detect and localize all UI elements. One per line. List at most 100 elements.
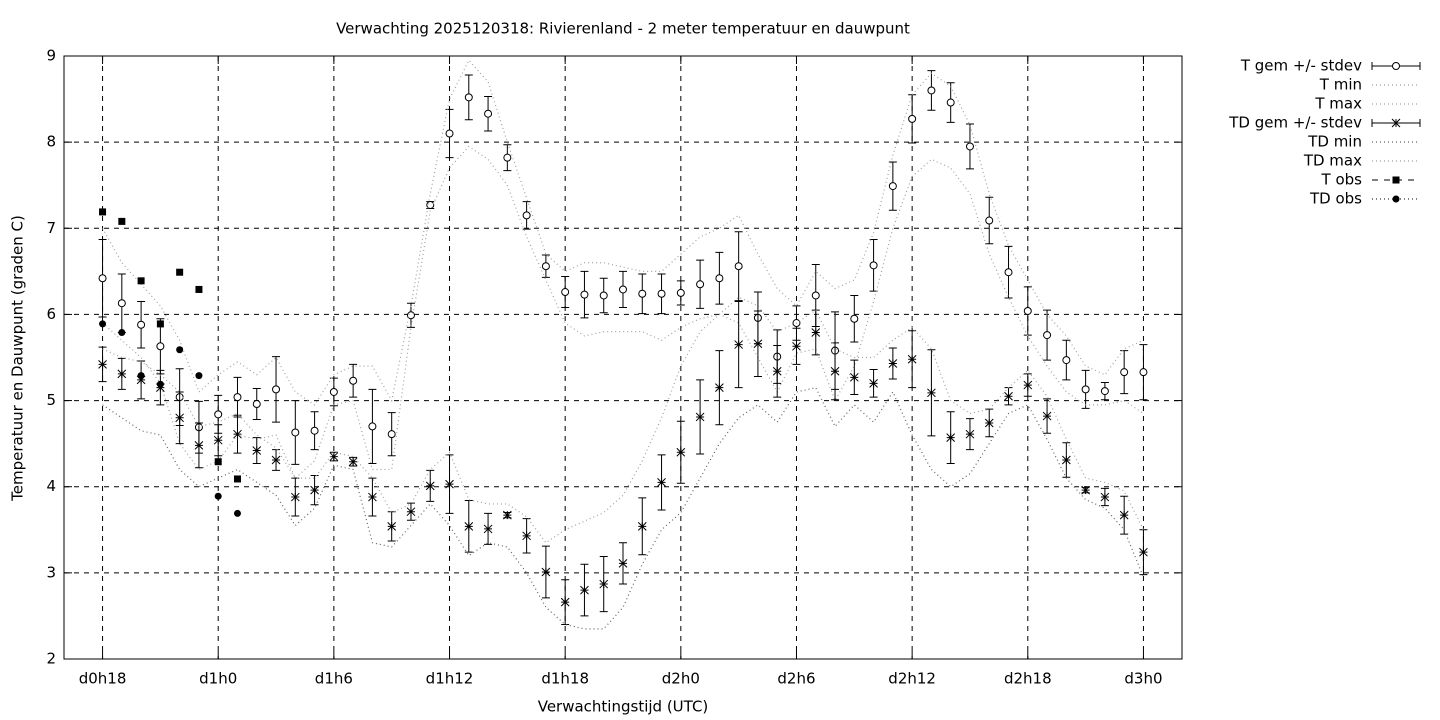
marker — [464, 521, 474, 531]
x-tick-label: d2h0 — [662, 670, 700, 688]
legend-cap — [1371, 62, 1421, 70]
marker — [329, 387, 338, 396]
marker — [176, 346, 184, 354]
marker — [907, 354, 917, 364]
marker — [849, 372, 859, 382]
x-tick-label: d2h6 — [777, 670, 815, 688]
legend-marker — [1392, 62, 1400, 70]
x-axis-label: Verwachtingstijd (UTC) — [538, 698, 709, 716]
marker — [310, 485, 319, 495]
marker — [618, 559, 628, 568]
marker — [233, 429, 242, 439]
marker — [425, 481, 435, 491]
marker — [406, 507, 416, 517]
y-axis-label: Temperatuur en Dauwpunt (graden C) — [9, 215, 27, 502]
marker — [117, 369, 127, 379]
y-tick-label: 4 — [46, 477, 56, 495]
marker — [850, 314, 859, 323]
marker — [118, 329, 126, 337]
marker — [1023, 306, 1032, 315]
x-tick-label: d1h12 — [426, 670, 474, 688]
marker — [98, 360, 107, 369]
marker — [580, 290, 589, 299]
marker — [290, 492, 300, 502]
marker — [1100, 492, 1110, 502]
marker — [484, 109, 493, 118]
marker — [1081, 485, 1090, 495]
marker — [792, 341, 801, 351]
marker — [233, 393, 242, 402]
marker — [715, 274, 724, 283]
marker — [734, 340, 744, 349]
marker — [1061, 455, 1071, 465]
x-tick-label: d0h18 — [79, 670, 127, 688]
plot-frame — [63, 55, 1183, 660]
marker — [387, 430, 396, 439]
marker — [368, 422, 377, 431]
marker — [271, 455, 281, 465]
legend-label: T max — [1314, 95, 1362, 113]
marker — [195, 372, 203, 380]
marker — [927, 388, 936, 398]
legend-marker — [1392, 176, 1400, 184]
x-tick-label: d1h0 — [199, 670, 237, 688]
marker — [830, 366, 840, 376]
legend-label: TD obs — [1309, 190, 1362, 208]
line — [102, 145, 1144, 480]
marker — [619, 285, 627, 294]
marker — [233, 475, 241, 483]
legend-marker — [1391, 118, 1401, 128]
marker — [99, 208, 107, 216]
marker — [1081, 385, 1090, 394]
marker — [272, 385, 281, 394]
marker — [638, 289, 647, 298]
marker — [965, 429, 975, 439]
marker — [599, 291, 608, 300]
marker — [580, 585, 589, 595]
x-tick-label: d1h6 — [315, 670, 353, 688]
marker — [811, 291, 820, 300]
marker — [137, 277, 145, 285]
marker — [387, 521, 397, 531]
x-tick-label: d1h18 — [541, 670, 589, 688]
marker — [310, 426, 319, 435]
marker — [888, 359, 898, 368]
y-tick-label: 2 — [46, 650, 56, 668]
marker — [464, 93, 473, 102]
marker — [715, 383, 724, 393]
y-tick-label: 3 — [46, 563, 56, 581]
marker — [349, 376, 358, 385]
marker — [541, 262, 550, 271]
marker — [1139, 547, 1148, 557]
marker — [118, 217, 126, 225]
marker — [117, 299, 126, 308]
legend-label: T obs — [1321, 171, 1363, 189]
y-tick-label: 7 — [46, 219, 56, 237]
marker — [657, 478, 666, 487]
marker — [445, 479, 454, 489]
marker — [445, 129, 454, 138]
legend-label: TD max — [1303, 152, 1362, 170]
marker — [560, 597, 570, 607]
x-tick-label: d2h18 — [1004, 670, 1052, 688]
marker — [908, 114, 917, 123]
marker — [426, 201, 435, 210]
marker — [175, 413, 185, 423]
marker — [156, 320, 164, 328]
marker — [99, 320, 107, 328]
marker — [214, 492, 222, 500]
marker — [888, 182, 897, 191]
marker — [214, 410, 223, 419]
marker — [753, 339, 763, 349]
marker — [1139, 368, 1148, 377]
marker — [137, 372, 145, 380]
marker — [1042, 411, 1052, 421]
marker — [137, 320, 146, 329]
marker — [676, 288, 685, 297]
marker — [213, 435, 223, 445]
marker — [676, 447, 686, 457]
legend-label: T min — [1319, 76, 1362, 94]
marker — [348, 457, 358, 467]
marker — [233, 509, 241, 517]
